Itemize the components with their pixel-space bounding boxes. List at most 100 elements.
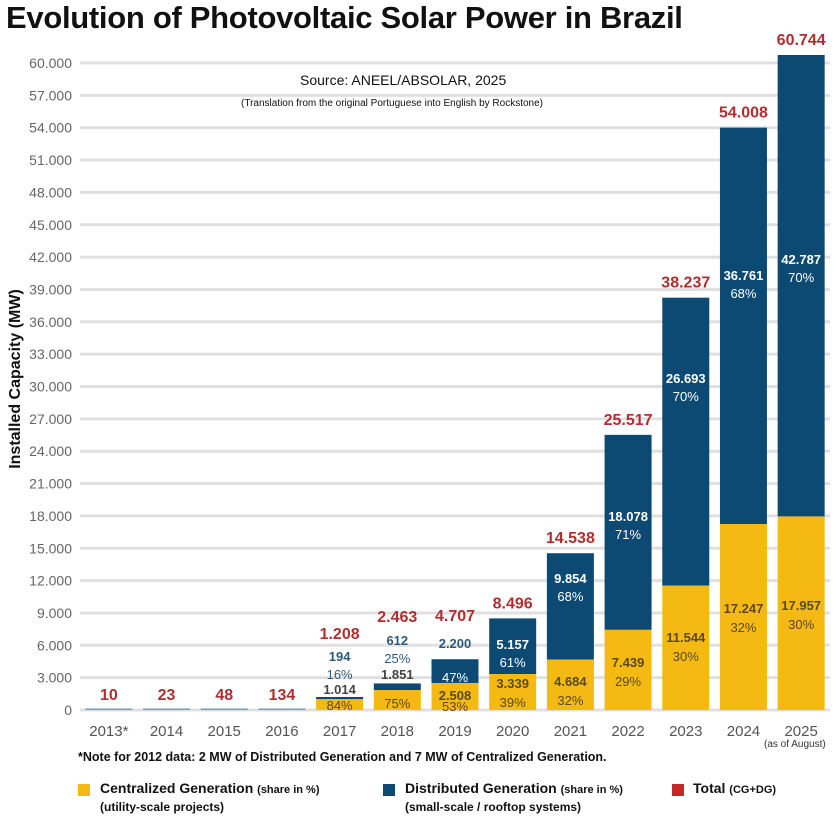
y-tick-label: 0 (64, 702, 72, 718)
bar-distributed (662, 297, 710, 586)
legend-label: Total (693, 780, 726, 796)
distributed-value-label: 42.787 (781, 252, 821, 267)
total-label: 54.008 (719, 105, 768, 122)
centralized-value-label: 11.544 (666, 630, 706, 645)
x-tick-label: 2023 (669, 723, 702, 740)
bar-centralized (719, 524, 767, 710)
distributed-value-label: 194 (329, 649, 351, 664)
distributed-value-label: 2.200 (439, 636, 472, 651)
x-tick-label: 2020 (496, 723, 529, 740)
x-tick-label: 2015 (208, 723, 241, 740)
distributed-value-label: 612 (386, 633, 408, 648)
total-label: 1.208 (320, 626, 360, 643)
bar-centralized (489, 673, 537, 710)
distributed-value-label: 36.761 (724, 268, 764, 283)
y-tick-label: 21.000 (29, 476, 72, 492)
bar-distributed (373, 683, 421, 691)
y-tick-label: 48.000 (29, 184, 72, 200)
centralized-value-label: 7.439 (612, 655, 645, 670)
distributed-share-label: 61% (500, 655, 526, 670)
legend-qualifier: (share in %) (257, 784, 320, 796)
y-tick-label: 12.000 (29, 573, 72, 589)
footnote: *Note for 2012 data: 2 MW of Distributed… (78, 750, 607, 764)
y-tick-label: 60.000 (29, 55, 72, 71)
bar-centralized (373, 690, 421, 710)
centralized-share-label: 53% (442, 699, 468, 714)
total-label: 2.463 (377, 609, 417, 626)
x-tick-label: 2021 (554, 723, 587, 740)
distributed-share-label: 70% (788, 270, 814, 285)
legend-sub: (small-scale / rooftop systems) (405, 800, 582, 814)
y-tick-label: 51.000 (29, 152, 72, 168)
distributed-share-label: 68% (730, 286, 756, 301)
y-tick-labels: 0 3.000 6.000 9.000 12.000 15.000 18.000 21.000… (29, 55, 72, 718)
bar-centralized (546, 659, 594, 710)
bar-centralized (431, 682, 479, 710)
bar-distributed (719, 127, 767, 525)
centralized-share-label: 30% (673, 649, 699, 664)
bar-centralized (604, 629, 652, 710)
centralized-share-label: 84% (327, 698, 353, 713)
bar-total (200, 708, 248, 710)
x-tick-label: 2016 (265, 723, 298, 740)
centralized-value-label: 17.247 (724, 601, 764, 616)
y-tick-label: 33.000 (29, 346, 72, 362)
x-tick-label: 2025 (784, 723, 817, 740)
y-tick-label: 3.000 (37, 670, 72, 686)
bar-distributed (489, 618, 537, 674)
centralized-value-label: 17.957 (781, 598, 821, 613)
distributed-value-label: 18.078 (608, 509, 648, 524)
centralized-value-label: 1.014 (323, 682, 356, 697)
centralized-value-label: 3.339 (496, 676, 529, 691)
centralized-value-label: 4.684 (554, 674, 587, 689)
distributed-share-label: 47% (442, 670, 468, 685)
total-label: 48 (215, 687, 233, 704)
y-tick-label: 30.000 (29, 379, 72, 395)
legend-swatch-total (672, 784, 684, 796)
bar-centralized (316, 699, 364, 710)
total-label: 23 (158, 687, 176, 704)
total-label: 38.237 (661, 275, 710, 292)
centralized-share-label: 32% (557, 693, 583, 708)
legend-item-centralized: Centralized Generation (share in %) (uti… (100, 780, 320, 814)
x-tick-label: 2014 (150, 723, 183, 740)
centralized-value-label: 1.851 (381, 667, 414, 682)
translation-note: (Translation from the original Portugues… (241, 98, 544, 109)
y-tick-label: 45.000 (29, 217, 72, 233)
distributed-value-label: 5.157 (496, 637, 529, 652)
bar-total (85, 708, 133, 710)
legend-qualifier: (share in %) (560, 784, 623, 796)
bar-distributed (316, 696, 364, 700)
y-axis-label: Installed Capacity (MW) (7, 289, 24, 469)
x-tick-label: 2024 (727, 723, 760, 740)
centralized-share-label: 75% (384, 696, 410, 711)
as-of-note: (as of August) (764, 739, 826, 750)
legend-sub: (utility-scale projects) (100, 800, 225, 814)
x-tick-label: 2019 (438, 723, 471, 740)
distributed-value-label: 26.693 (666, 371, 706, 386)
centralized-share-label: 29% (615, 674, 641, 689)
centralized-share-label: 30% (788, 617, 814, 632)
y-tick-label: 15.000 (29, 540, 72, 556)
bar-centralized (662, 585, 710, 710)
y-tick-label: 36.000 (29, 314, 72, 330)
bar-centralized (777, 516, 825, 710)
distributed-share-label: 71% (615, 527, 641, 542)
bar-distributed (546, 553, 594, 660)
distributed-share-label: 70% (673, 389, 699, 404)
total-label: 10 (100, 687, 118, 704)
distributed-share-label: 25% (384, 651, 410, 666)
centralized-share-label: 39% (500, 695, 526, 710)
total-label: 8.496 (493, 595, 533, 612)
x-tick-labels: 2013* 2014 2015 2016 2017 2018 2019 2020 2021 202… (89, 723, 818, 740)
centralized-value-label: 2.508 (439, 688, 472, 703)
bar-total (258, 708, 306, 710)
distributed-value-label: 9.854 (554, 571, 587, 586)
legend-label: Distributed Generation (405, 780, 557, 796)
bar-distributed (777, 54, 825, 517)
y-tick-label: 9.000 (37, 605, 72, 621)
legend-item-total: Total (CG+DG) (693, 780, 776, 796)
y-tick-label: 54.000 (29, 120, 72, 136)
legend-label: Centralized Generation (100, 780, 254, 796)
total-label: 25.517 (604, 412, 653, 429)
